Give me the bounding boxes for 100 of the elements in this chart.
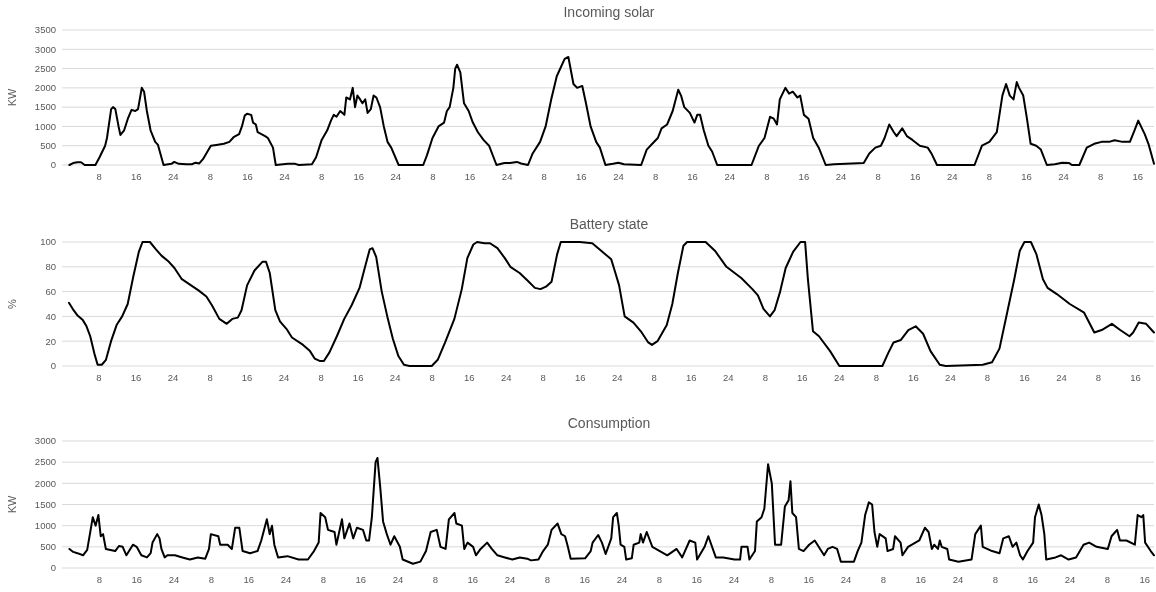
y-tick-label: 2500 bbox=[34, 62, 56, 74]
x-tick-label: 16 bbox=[242, 171, 253, 182]
y-tick-label: 0 bbox=[50, 562, 56, 574]
x-tick-label: 16 bbox=[241, 372, 253, 383]
y-tick-label: 40 bbox=[45, 310, 56, 322]
x-tick-label: 24 bbox=[1058, 171, 1069, 182]
x-tick-label: 16 bbox=[130, 372, 142, 383]
y-tick-label: 1000 bbox=[34, 120, 56, 132]
x-tick-label: 16 bbox=[915, 574, 926, 585]
x-tick-label: 8 bbox=[541, 171, 547, 182]
y-tick-label: 500 bbox=[40, 140, 56, 152]
x-tick-label: 16 bbox=[1021, 171, 1032, 182]
x-tick-label: 24 bbox=[616, 574, 628, 585]
x-tick-label: 16 bbox=[686, 372, 697, 383]
x-tick-label: 8 bbox=[207, 372, 213, 383]
y-tick-label: 3000 bbox=[34, 435, 56, 447]
x-tick-label: 8 bbox=[540, 372, 546, 383]
x-tick-label: 24 bbox=[723, 372, 734, 383]
y-tick-label: 1500 bbox=[34, 498, 56, 510]
x-tick-label: 24 bbox=[835, 171, 847, 182]
y-tick-label: 100 bbox=[40, 236, 56, 248]
x-tick-label: 8 bbox=[651, 372, 657, 383]
x-tick-label: 16 bbox=[574, 372, 586, 383]
chart-title: Incoming solar bbox=[563, 4, 655, 20]
x-tick-label: 8 bbox=[762, 372, 768, 383]
x-tick-label: 16 bbox=[467, 574, 478, 585]
y-tick-label: 2500 bbox=[34, 456, 56, 468]
x-tick-label: 24 bbox=[834, 372, 845, 383]
x-tick-label: 16 bbox=[463, 372, 475, 383]
x-tick-label: 16 bbox=[131, 574, 142, 585]
x-tick-label: 16 bbox=[243, 574, 254, 585]
x-tick-label: 8 bbox=[1104, 574, 1110, 585]
chart-title: Consumption bbox=[567, 415, 651, 431]
x-tick-label: 8 bbox=[652, 171, 659, 182]
y-tick-label: 3000 bbox=[34, 43, 56, 55]
x-tick-label: 24 bbox=[724, 171, 736, 182]
x-tick-label: 16 bbox=[1019, 372, 1030, 383]
x-tick-label: 8 bbox=[208, 574, 214, 585]
x-tick-label: 24 bbox=[501, 171, 513, 182]
x-tick-label: 24 bbox=[168, 574, 180, 585]
y-axis-title: % bbox=[6, 298, 18, 309]
x-tick-label: 8 bbox=[207, 171, 214, 182]
x-tick-label: 8 bbox=[318, 372, 324, 383]
x-tick-label: 24 bbox=[728, 574, 740, 585]
x-tick-label: 8 bbox=[96, 171, 102, 182]
x-tick-label: 24 bbox=[280, 574, 292, 585]
x-tick-label: 8 bbox=[880, 574, 886, 585]
x-tick-label: 24 bbox=[390, 171, 402, 182]
y-tick-label: 3500 bbox=[34, 24, 56, 36]
x-tick-label: 16 bbox=[798, 171, 810, 182]
x-tick-label: 24 bbox=[500, 372, 512, 383]
x-tick-label: 24 bbox=[504, 574, 516, 585]
x-tick-label: 16 bbox=[1027, 574, 1038, 585]
x-tick-label: 16 bbox=[1132, 171, 1144, 182]
x-tick-label: 8 bbox=[984, 372, 991, 383]
x-tick-label: 24 bbox=[613, 171, 624, 182]
x-tick-label: 16 bbox=[464, 171, 476, 182]
y-tick-label: 20 bbox=[45, 335, 56, 347]
x-tick-label: 16 bbox=[797, 372, 808, 383]
x-tick-label: 16 bbox=[1130, 372, 1141, 383]
x-tick-label: 24 bbox=[840, 574, 852, 585]
x-tick-label: 8 bbox=[429, 372, 435, 383]
x-tick-label: 24 bbox=[952, 574, 964, 585]
y-tick-label: 0 bbox=[50, 360, 56, 372]
chart-title: Battery state bbox=[569, 216, 649, 232]
x-tick-label: 8 bbox=[96, 574, 102, 585]
x-tick-label: 24 bbox=[611, 372, 623, 383]
x-tick-label: 8 bbox=[1098, 171, 1104, 182]
x-tick-label: 24 bbox=[389, 372, 401, 383]
y-tick-label: 1000 bbox=[34, 519, 56, 531]
x-tick-label: 8 bbox=[96, 372, 102, 383]
y-tick-label: 1500 bbox=[34, 101, 56, 113]
x-tick-label: 8 bbox=[320, 574, 326, 585]
x-tick-label: 16 bbox=[576, 171, 587, 182]
y-tick-label: 80 bbox=[45, 261, 56, 273]
x-tick-label: 16 bbox=[352, 372, 364, 383]
x-tick-label: 8 bbox=[986, 171, 993, 182]
x-tick-label: 8 bbox=[875, 171, 881, 182]
x-tick-label: 8 bbox=[430, 171, 436, 182]
x-tick-label: 16 bbox=[1139, 574, 1150, 585]
x-tick-label: 24 bbox=[278, 372, 290, 383]
x-tick-label: 24 bbox=[1056, 372, 1067, 383]
x-tick-label: 16 bbox=[353, 171, 365, 182]
x-tick-label: 8 bbox=[873, 372, 880, 383]
x-tick-label: 16 bbox=[687, 171, 698, 182]
x-tick-label: 16 bbox=[130, 171, 142, 182]
x-tick-label: 8 bbox=[656, 574, 662, 585]
y-axis-title: KW bbox=[6, 88, 18, 107]
x-tick-label: 8 bbox=[768, 574, 774, 585]
x-tick-label: 16 bbox=[355, 574, 366, 585]
x-tick-label: 8 bbox=[764, 171, 770, 182]
x-tick-label: 8 bbox=[319, 171, 325, 182]
x-tick-label: 24 bbox=[1064, 574, 1076, 585]
x-tick-label: 8 bbox=[544, 574, 550, 585]
x-tick-label: 16 bbox=[909, 171, 921, 182]
x-tick-label: 24 bbox=[279, 171, 290, 182]
x-tick-label: 16 bbox=[691, 574, 702, 585]
y-tick-label: 500 bbox=[40, 541, 56, 553]
x-tick-label: 8 bbox=[992, 574, 998, 585]
y-tick-label: 2000 bbox=[34, 82, 56, 94]
